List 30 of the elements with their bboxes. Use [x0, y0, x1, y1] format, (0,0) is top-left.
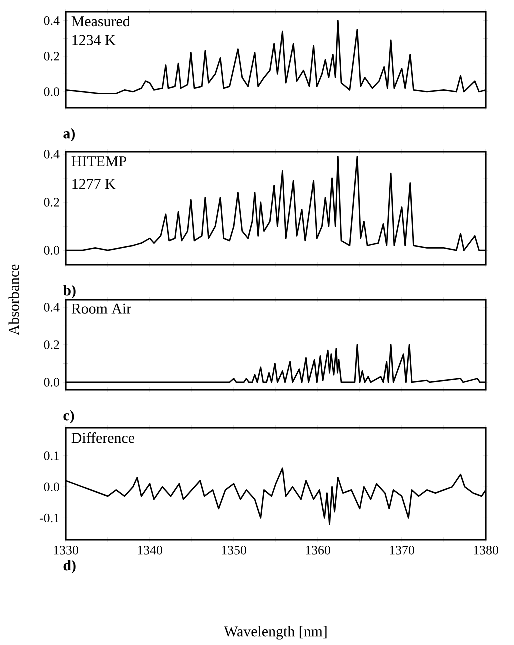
- annotation: 1234 K: [72, 35, 116, 46]
- y-tick-label: 0.2: [44, 340, 60, 350]
- y-tick-label: 0.0: [44, 88, 60, 96]
- text: a): [64, 128, 75, 142]
- text: b): [63, 285, 76, 299]
- x-tick-label: 1350: [222, 546, 246, 555]
- annotation: Difference: [72, 432, 134, 444]
- x-tick-label: 1370: [390, 546, 414, 555]
- x-tick-label: 1360: [306, 546, 330, 555]
- annotation: Room Air: [72, 304, 132, 314]
- annotation: Measured: [72, 16, 130, 27]
- y-tick-label: 0.2: [44, 52, 60, 61]
- y-axis-title: Absorbance: [8, 264, 20, 336]
- y-tick-label: 0.4: [44, 16, 60, 26]
- y-tick-label: 0.0: [44, 378, 60, 387]
- x-tick-label: 1340: [138, 546, 162, 555]
- y-tick-label: 0.4: [44, 150, 60, 159]
- x-axis-title: Wavelength [nm]: [224, 626, 327, 640]
- x-tick-label: 1380: [474, 546, 498, 555]
- y-tick-label: 0.0: [44, 246, 60, 255]
- x-tick-label: 1330: [54, 546, 78, 555]
- annotation: HITEMP: [72, 156, 126, 166]
- y-tick-label: 0.2: [44, 198, 60, 207]
- y-tick-label: 0.4: [44, 303, 60, 312]
- y-tick-label: -0.1: [40, 514, 60, 523]
- annotation: 1277 K: [72, 179, 116, 190]
- y-tick-label: 0.1: [44, 452, 60, 460]
- text: c): [64, 410, 74, 424]
- text: d): [64, 560, 76, 574]
- y-tick-label: 0.0: [44, 482, 60, 492]
